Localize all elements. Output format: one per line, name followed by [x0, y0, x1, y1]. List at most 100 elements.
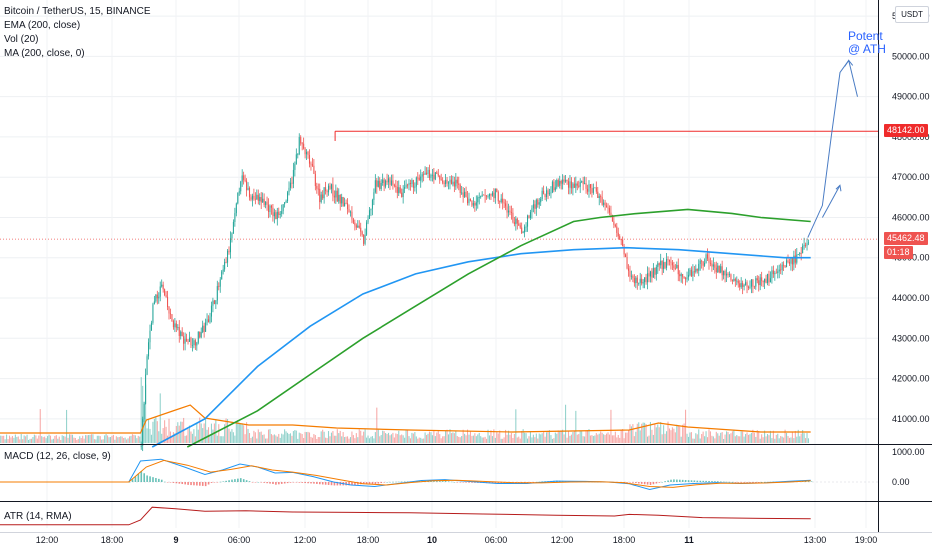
volume-bar	[557, 430, 559, 443]
volume-bar	[178, 425, 180, 443]
volume-bar	[25, 436, 27, 443]
candle-body	[332, 184, 334, 196]
volume-bar	[124, 437, 126, 443]
volume-bar	[629, 424, 631, 443]
macd-label[interactable]: MACD (12, 26, close, 9)	[4, 451, 111, 462]
candle-body	[521, 227, 523, 233]
volume-bar	[44, 436, 46, 443]
volume-bar	[246, 422, 248, 443]
macd-histogram-bar	[187, 482, 189, 485]
volume-bar	[567, 431, 570, 443]
volume-bar	[673, 428, 675, 443]
volume-bar	[156, 421, 158, 443]
macd-histogram-bar	[175, 482, 178, 484]
volume-bar	[573, 431, 575, 443]
macd-histogram-bar	[652, 482, 655, 485]
volume-bar	[13, 437, 15, 443]
macd-histogram-bar	[719, 481, 722, 483]
volume-bar	[522, 429, 524, 443]
indicator-ema-label[interactable]: EMA (200, close)	[4, 20, 81, 31]
volume-bar	[518, 436, 520, 443]
volume-bar	[363, 431, 365, 443]
candle-body	[711, 263, 713, 267]
macd-histogram-bar	[444, 481, 447, 482]
candle-body	[720, 266, 722, 273]
volume-bar	[461, 436, 463, 443]
candle-body	[481, 194, 483, 197]
volume-bar	[164, 420, 166, 443]
candle-body	[569, 181, 571, 188]
volume-bar	[203, 423, 205, 443]
candle-body	[627, 268, 630, 271]
volume-bar	[190, 431, 192, 443]
macd-histogram-bar	[257, 482, 260, 483]
candle-body	[442, 180, 444, 183]
volume-bar	[257, 429, 259, 443]
candle-body	[712, 264, 714, 267]
volume-bar	[458, 436, 460, 443]
volume-bar	[749, 434, 751, 443]
volume-bar	[393, 437, 395, 443]
candles	[140, 133, 810, 452]
volume-bars	[0, 377, 810, 443]
volume-bar	[377, 429, 379, 443]
macd-histogram-bar	[377, 482, 380, 484]
candle-body	[788, 262, 790, 264]
macd-histogram-bar	[433, 481, 435, 482]
candle-body	[423, 174, 425, 176]
candle-body	[203, 325, 205, 332]
volume-bar	[364, 429, 366, 443]
macd-histogram-bar	[746, 482, 748, 483]
candle-body	[548, 193, 551, 195]
volume-bar	[30, 438, 32, 443]
volume-bar	[287, 432, 289, 443]
candle-body	[657, 263, 659, 267]
candle-body	[652, 267, 654, 278]
volume-bar	[58, 436, 60, 443]
volume-bar	[469, 431, 471, 443]
candle-body	[622, 239, 624, 247]
volume-bar	[426, 434, 428, 443]
volume-bar	[645, 424, 647, 443]
candle-body	[488, 194, 491, 197]
volume-bar	[118, 437, 120, 443]
volume-bar	[57, 438, 59, 443]
volume-bar	[594, 435, 596, 443]
volume-bar	[49, 435, 52, 443]
macd-histogram-bar	[760, 482, 763, 483]
candle-body	[376, 180, 378, 187]
volume-bar	[104, 435, 106, 443]
volume-bar	[284, 429, 286, 443]
candle-body	[477, 197, 479, 203]
volume-bar	[323, 431, 325, 443]
volume-bar	[307, 431, 309, 443]
atr-label[interactable]: ATR (14, RMA)	[4, 511, 72, 522]
volume-bar	[540, 434, 542, 443]
annotation-text: Potent @ ATH	[848, 30, 886, 56]
volume-bar	[484, 436, 486, 443]
volume-bar	[3, 435, 5, 443]
candle-body	[730, 274, 732, 280]
candle-body	[505, 203, 507, 207]
volume-bar	[638, 422, 640, 443]
macd-histogram-bar	[269, 482, 271, 484]
indicator-ma-label[interactable]: MA (200, close, 0)	[4, 48, 85, 59]
volume-bar	[197, 429, 199, 443]
macd-histogram-bar	[450, 481, 453, 483]
volume-bar	[304, 431, 306, 443]
currency-button[interactable]: USDT	[895, 6, 929, 23]
macd-histogram-bar	[383, 482, 385, 483]
macd-histogram-bar	[222, 481, 225, 482]
annotation-line-2: @ ATH	[848, 42, 886, 56]
volume-bar	[805, 438, 807, 443]
volume-bar	[683, 423, 685, 443]
volume-bar	[128, 436, 131, 443]
volume-bar	[589, 435, 591, 443]
indicator-vol-label[interactable]: Vol (20)	[4, 34, 39, 45]
symbol-title[interactable]: Bitcoin / TetherUS, 15, BINANCE	[4, 6, 151, 17]
candle-body	[253, 195, 255, 199]
candle-body	[459, 184, 461, 193]
candle-body	[774, 272, 776, 275]
volume-bar	[42, 437, 44, 443]
